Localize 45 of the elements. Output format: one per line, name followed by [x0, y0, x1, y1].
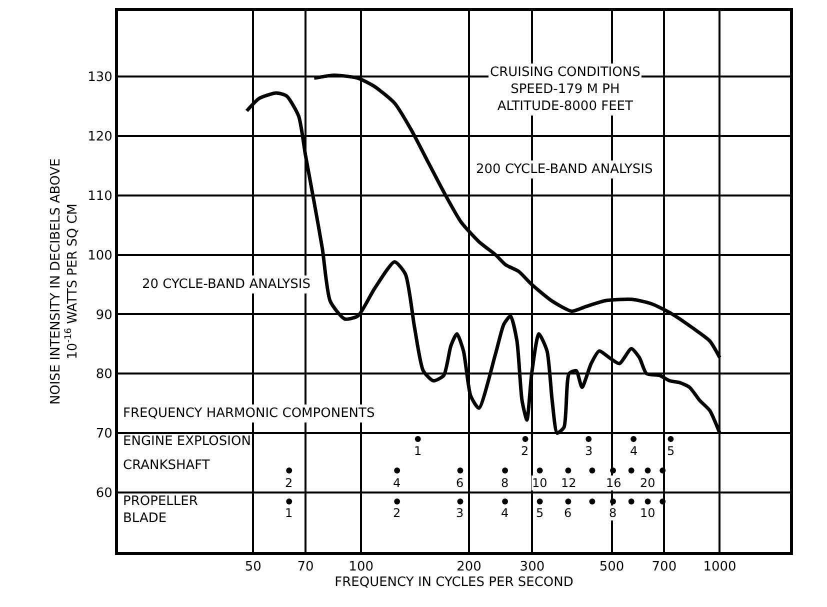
annotation: 10	[532, 476, 548, 490]
text: 200 CYCLE-BAND ANALYSIS	[476, 162, 653, 177]
y-tick-label: 120	[88, 129, 112, 144]
x-tick-label: 500	[599, 560, 624, 575]
annotation: 4	[393, 476, 401, 490]
annotation: 2	[393, 506, 401, 520]
y-tick-label: 80	[96, 367, 112, 382]
y-tick-label: 100	[88, 248, 112, 264]
annotation: CRUISING CONDITIONS SPEED-179 M PH ALTITUDE-8000 FEET	[490, 65, 640, 114]
annotation: 4	[501, 506, 509, 520]
annotation: CRANKSHAFT	[123, 458, 210, 473]
annotation: 20	[640, 476, 656, 490]
x-tick-label: 700	[652, 560, 677, 575]
annotation: 3	[456, 506, 464, 520]
annotation: 5	[667, 444, 675, 458]
annotation: ENGINE EXPLOSION	[123, 434, 251, 449]
annotation: 12	[561, 476, 576, 490]
x-tick-label: 70	[297, 560, 314, 575]
x-axis-title: FREQUENCY IN CYCLES PER SECOND	[334, 575, 574, 590]
x-tick-label: 200	[456, 560, 482, 575]
x-tick-label: 300	[520, 560, 545, 575]
x-tick-label: 50	[244, 560, 262, 575]
annotation: 1	[285, 506, 293, 520]
annotation: 6	[456, 476, 464, 490]
y-tick-label: 130	[88, 70, 112, 85]
series-label: 20 CYCLE-BAND ANALYSIS	[142, 277, 310, 292]
y-tick-label: 110	[88, 188, 112, 204]
annotation: 16	[606, 476, 622, 490]
x-tick-label: 100	[348, 560, 374, 575]
annotation: 2	[285, 476, 293, 490]
annotation: 10	[640, 506, 656, 520]
annotation: 8	[609, 506, 617, 520]
annotation: 3	[585, 444, 593, 458]
y-tick-label: 90	[96, 308, 112, 323]
annotation: FREQUENCY HARMONIC COMPONENTS	[123, 406, 375, 421]
y-tick-label: 70	[96, 426, 112, 442]
annotation: PROPELLER BLADE	[123, 494, 198, 526]
y-tick-label: 60	[96, 486, 112, 502]
annotation: 2	[521, 444, 529, 458]
x-tick-label: 1000	[703, 560, 736, 575]
annotation: 5	[536, 506, 544, 520]
annotation: 6	[564, 506, 572, 520]
annotation: 8	[501, 476, 509, 490]
annotation: 4	[630, 444, 638, 458]
annotation: 1	[414, 444, 422, 458]
